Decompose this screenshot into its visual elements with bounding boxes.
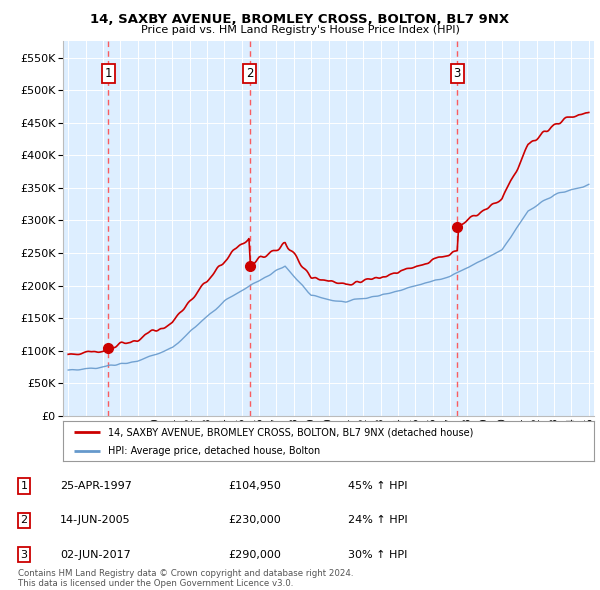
Text: HPI: Average price, detached house, Bolton: HPI: Average price, detached house, Bolt… xyxy=(108,447,320,456)
Text: 1: 1 xyxy=(20,481,28,491)
Text: 14, SAXBY AVENUE, BROMLEY CROSS, BOLTON, BL7 9NX: 14, SAXBY AVENUE, BROMLEY CROSS, BOLTON,… xyxy=(91,13,509,26)
Text: £104,950: £104,950 xyxy=(228,481,281,491)
Text: £290,000: £290,000 xyxy=(228,550,281,559)
Text: 25-APR-1997: 25-APR-1997 xyxy=(60,481,132,491)
Text: 3: 3 xyxy=(20,550,28,559)
Text: 2: 2 xyxy=(246,67,253,80)
Text: £230,000: £230,000 xyxy=(228,516,281,525)
Text: 3: 3 xyxy=(454,67,461,80)
Text: 1: 1 xyxy=(105,67,112,80)
Text: 24% ↑ HPI: 24% ↑ HPI xyxy=(348,516,407,525)
Text: 14, SAXBY AVENUE, BROMLEY CROSS, BOLTON, BL7 9NX (detached house): 14, SAXBY AVENUE, BROMLEY CROSS, BOLTON,… xyxy=(108,428,473,438)
Text: 45% ↑ HPI: 45% ↑ HPI xyxy=(348,481,407,491)
Text: 30% ↑ HPI: 30% ↑ HPI xyxy=(348,550,407,559)
Text: Price paid vs. HM Land Registry's House Price Index (HPI): Price paid vs. HM Land Registry's House … xyxy=(140,25,460,35)
Text: 14-JUN-2005: 14-JUN-2005 xyxy=(60,516,131,525)
Text: Contains HM Land Registry data © Crown copyright and database right 2024.
This d: Contains HM Land Registry data © Crown c… xyxy=(18,569,353,588)
Text: 02-JUN-2017: 02-JUN-2017 xyxy=(60,550,131,559)
Text: 2: 2 xyxy=(20,516,28,525)
